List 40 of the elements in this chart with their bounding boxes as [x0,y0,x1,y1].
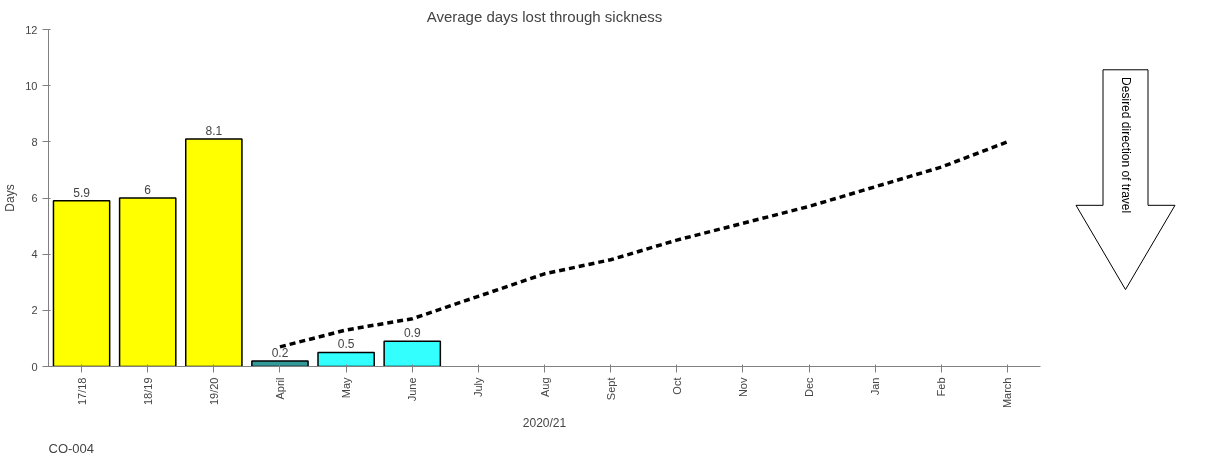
x-tick-label: March [1001,377,1014,409]
x-tick-label: 17/18 [75,377,88,406]
line-series [278,140,1010,349]
x-tick-label: Oct [670,377,683,395]
x-tick-label: May [340,377,353,399]
text: Desired direction of travel [1118,77,1133,214]
x-tick-label: April [273,377,286,400]
x-axis-title: 2020/21 [522,416,567,431]
bar [251,360,309,367]
chart-title: Average days lost through sickness [426,7,663,25]
data-label: 8.1 [205,124,223,139]
data-label: 0.5 [337,337,355,352]
y-tick-label: 12 [25,23,38,36]
x-tick-label: Dec [803,377,816,398]
x-tick-label: July [472,377,485,398]
y-tick-label: 4 [31,248,38,261]
data-label: 6 [144,183,152,197]
x-tick-label: Aug [538,377,551,398]
bar [317,351,375,367]
text: CO-004 [48,440,95,456]
bar [383,340,442,367]
x-tick-label: Jan [869,377,882,396]
y-tick-label: 10 [25,79,38,92]
x-tick-label: 18/19 [141,377,154,406]
y-tick-label: 0 [31,360,38,373]
data-label: 0.9 [403,326,421,341]
x-tick-label: 19/20 [207,377,220,406]
bar [118,197,177,367]
x-tick-label: Feb [935,377,948,397]
bar [184,138,243,367]
bar [52,200,111,367]
data-label: 5.9 [73,185,91,200]
y-tick-label: 8 [31,135,38,148]
y-tick-label: 2 [31,304,38,317]
data-label: 0.2 [271,345,289,360]
x-tick-label: Nov [736,377,749,398]
x-tick-label: June [406,377,419,402]
y-axis-title: Days [3,184,18,212]
x-tick-label: Sept [604,377,617,401]
y-tick-label: 6 [31,192,38,204]
